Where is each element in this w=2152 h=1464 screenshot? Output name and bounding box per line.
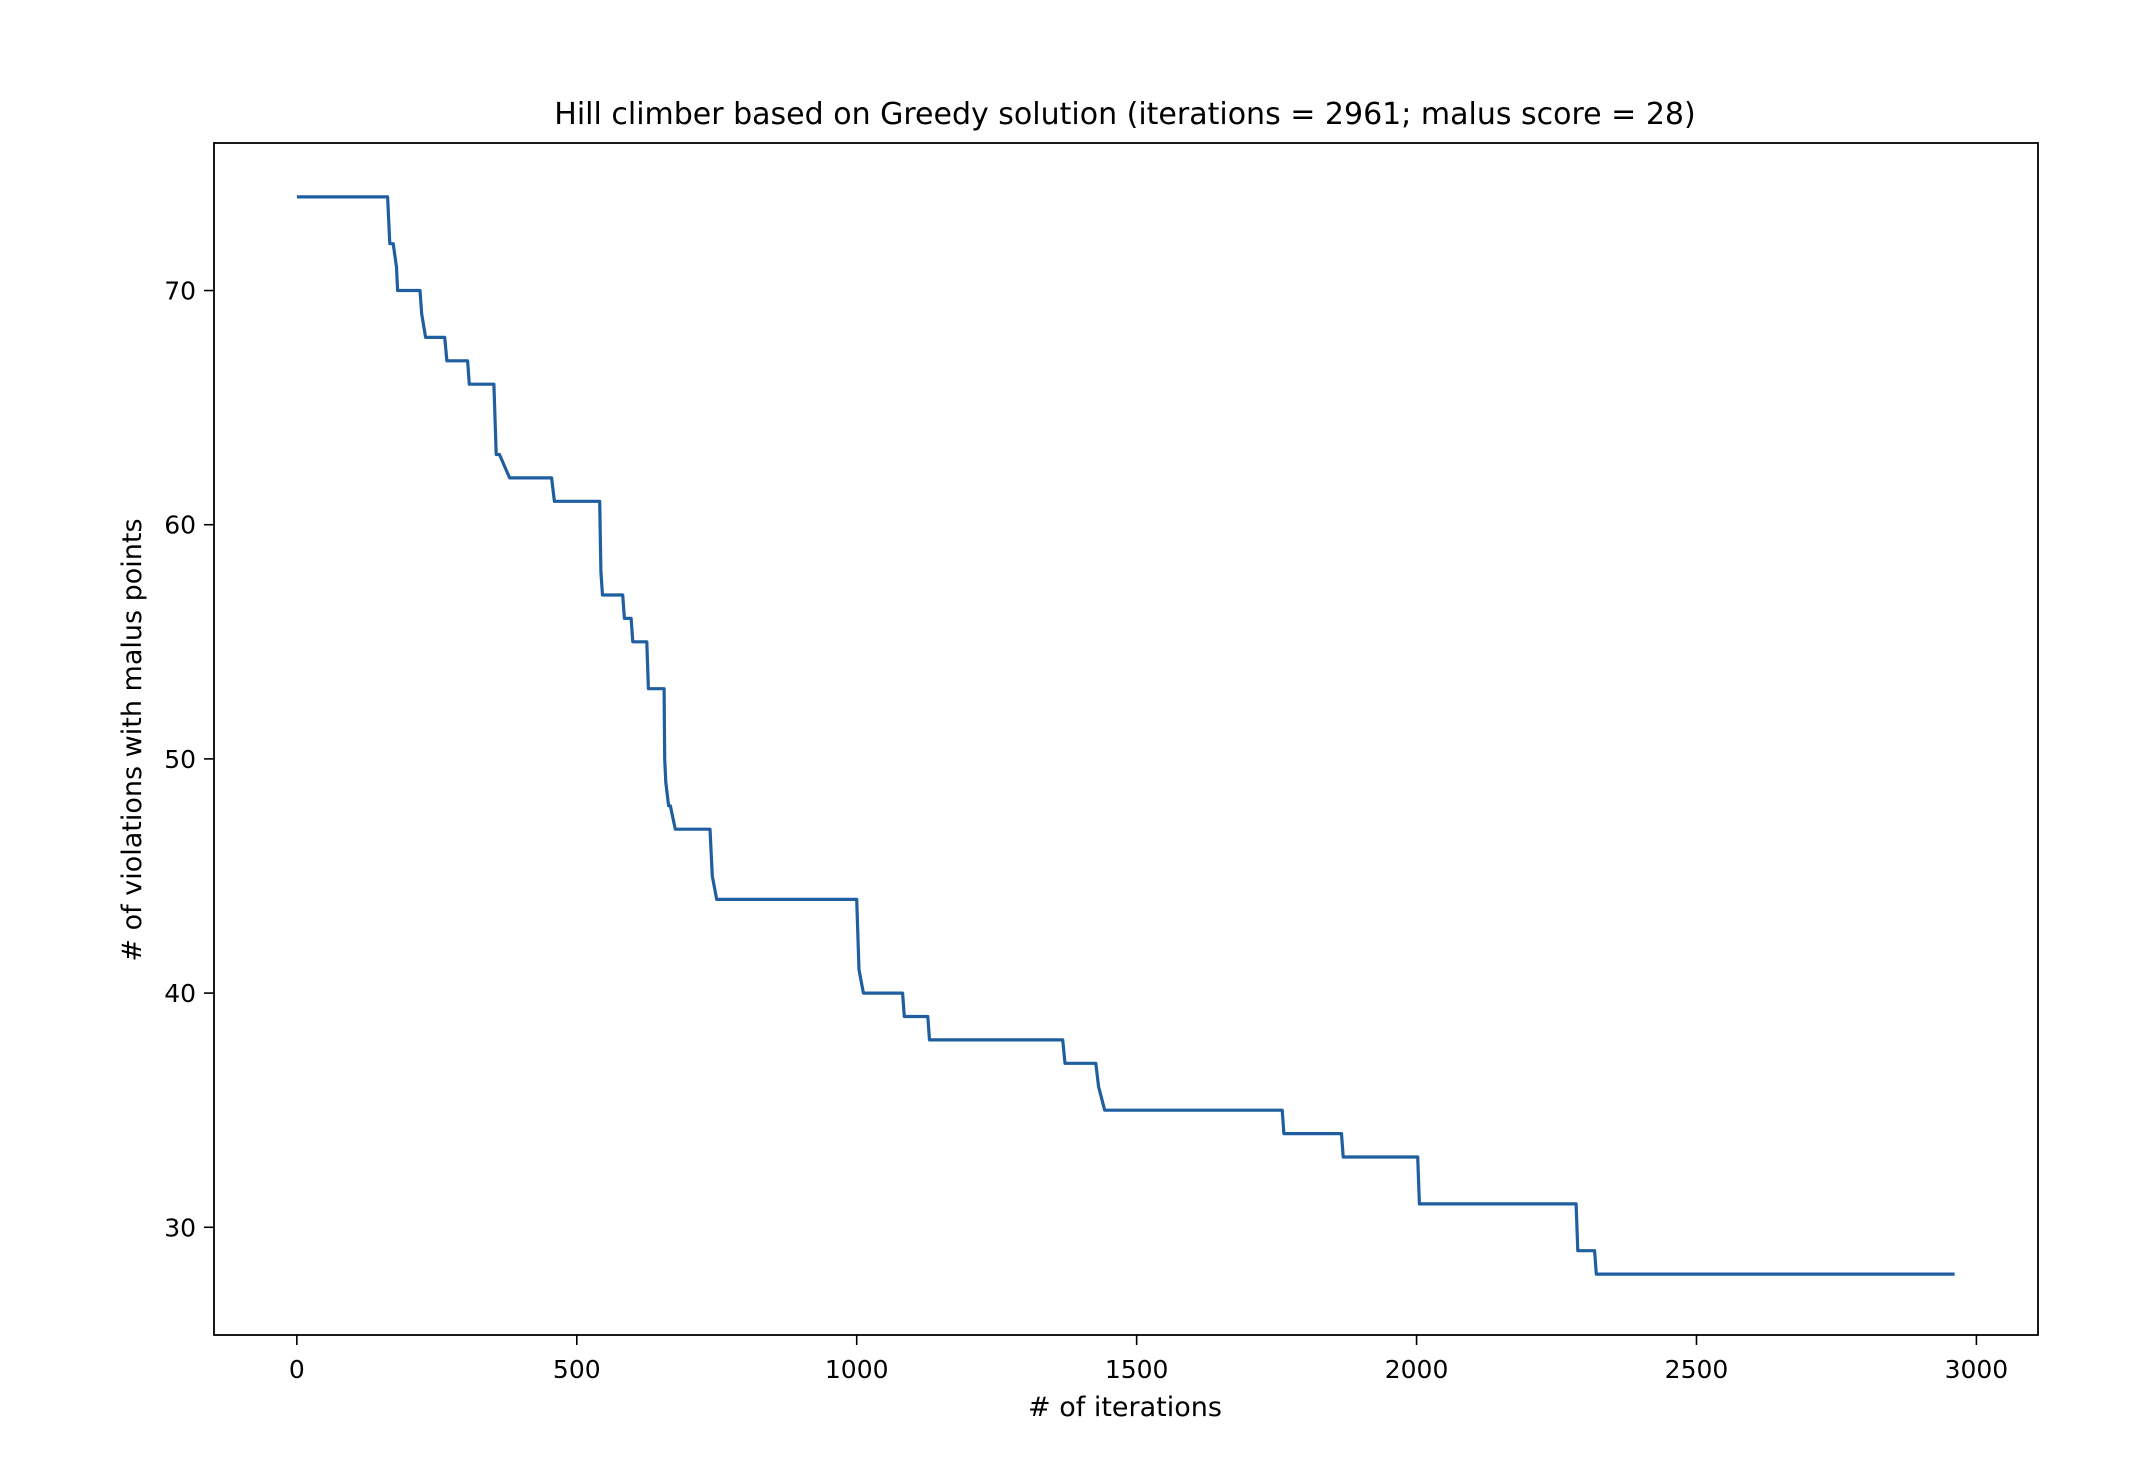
axes-frame [213, 142, 2039, 1336]
x-tick-label-1500: 1500 [1105, 1355, 1169, 1384]
y-tick-label-70: 70 [164, 277, 196, 306]
plot-area: 0 500 1000 1500 2000 2500 3000 30 40 50 60 70 [164, 142, 2039, 1384]
x-tick-label-3000: 3000 [1945, 1355, 2009, 1384]
y-tick-label-40: 40 [164, 979, 196, 1008]
y-tick-label-50: 50 [164, 745, 196, 774]
x-tick-label-2000: 2000 [1385, 1355, 1449, 1384]
x-axis-label: # of iterations [1028, 1392, 1222, 1423]
x-tick-label-2500: 2500 [1665, 1355, 1729, 1384]
chart-title: Hill climber based on Greedy solution (i… [554, 97, 1695, 132]
y-tick-label-60: 60 [164, 511, 196, 540]
y-axis-label: # of violations with malus points [117, 518, 148, 961]
x-tick-label-1000: 1000 [825, 1355, 889, 1384]
x-tick-label-0: 0 [289, 1355, 305, 1384]
x-tick-label-500: 500 [553, 1355, 601, 1384]
series-line-0 [296, 195, 1955, 1276]
y-tick-label-30: 30 [164, 1213, 196, 1242]
